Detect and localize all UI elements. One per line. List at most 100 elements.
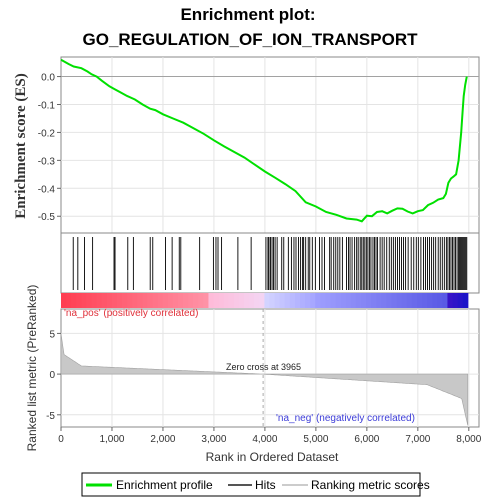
legend-metric-label: Ranking metric scores [311, 478, 430, 492]
chart-title-line2: GO_REGULATION_OF_ION_TRANSPORT [83, 30, 419, 49]
color-bar-segment [285, 293, 291, 308]
color-bar-segment [153, 293, 159, 308]
color-bar-segment [71, 293, 77, 308]
x-tick-label: 5,000 [303, 434, 328, 445]
es-y-tick-label: -0.3 [38, 156, 56, 167]
es-y-tick-label: -0.5 [38, 212, 56, 223]
color-bar-segment [341, 293, 347, 308]
color-bar-segment [432, 293, 438, 308]
color-bar-segment [259, 293, 265, 308]
zero-cross-label: Zero cross at 3965 [226, 362, 301, 372]
chart-title-line1: Enrichment plot: [180, 5, 315, 24]
color-bar-segment [290, 293, 296, 308]
color-bar-segment [310, 293, 316, 308]
color-bar-segment [117, 293, 123, 308]
neg-correlated-label: 'na_neg' (negatively correlated) [276, 413, 415, 424]
color-bar-segment [188, 293, 194, 308]
color-bar-segment [61, 293, 67, 308]
color-bar-segment [137, 293, 143, 308]
es-axis-label: Enrichment score (ES) [13, 73, 29, 219]
color-bar-segment [371, 293, 377, 308]
metric-y-tick-label: -5 [46, 411, 55, 422]
color-bar-segment [163, 293, 169, 308]
color-bar-segment [107, 293, 113, 308]
color-bar-segment [86, 293, 92, 308]
metric-y-tick-label: 0 [49, 370, 55, 381]
x-tick-label: 1,000 [99, 434, 124, 445]
color-bar-segment [76, 293, 82, 308]
legend-enrichment-label: Enrichment profile [116, 478, 213, 492]
es-y-tick-label: -0.4 [38, 184, 56, 195]
color-bar-segment [208, 293, 214, 308]
color-bar-segment [254, 293, 260, 308]
color-bar-segment [264, 293, 270, 308]
color-bar-segment [229, 293, 235, 308]
color-bar-segment [386, 293, 392, 308]
color-bar-segment [203, 293, 209, 308]
color-bar-segment [417, 293, 423, 308]
legend-hits-label: Hits [255, 478, 276, 492]
color-bar-segment [112, 293, 118, 308]
color-bar-segment [463, 293, 469, 308]
color-bar-segment [325, 293, 331, 308]
x-tick-label: 6,000 [354, 434, 379, 445]
color-bar-segment [102, 293, 108, 308]
color-bar-segment [381, 293, 387, 308]
color-bar-segment [132, 293, 138, 308]
color-bar-segment [330, 293, 336, 308]
x-tick-label: 8,000 [456, 434, 481, 445]
color-bar-segment [305, 293, 311, 308]
color-bar-segment [422, 293, 428, 308]
es-y-tick-label: -0.1 [38, 100, 56, 111]
color-bar-segment [234, 293, 240, 308]
color-bar-segment [447, 293, 453, 308]
color-bar-segment [275, 293, 281, 308]
color-bar-segment [92, 293, 98, 308]
es-y-tick-label: 0.0 [41, 73, 55, 84]
x-tick-label: 4,000 [252, 434, 277, 445]
x-tick-label: 7,000 [405, 434, 430, 445]
color-bar-segment [402, 293, 408, 308]
color-bar-segment [376, 293, 382, 308]
x-axis-ticks: 0 1,000 2,000 3,000 4,000 5,000 6,000 7,000 8,00… [58, 427, 482, 445]
color-bar-segment [437, 293, 443, 308]
color-bar-segment [224, 293, 230, 308]
color-bar-segment [142, 293, 148, 308]
color-bar-segment [361, 293, 367, 308]
x-axis-label: Rank in Ordered Dataset [206, 450, 339, 464]
color-bar-segment [407, 293, 413, 308]
color-bar-segment [239, 293, 245, 308]
ranking-color-bar [61, 293, 468, 308]
color-bar-segment [453, 293, 459, 308]
color-bar-segment [219, 293, 225, 308]
color-bar-segment [442, 293, 448, 308]
es-y-ticks: 0.0 -0.1 -0.2 -0.3 -0.4 -0.5 [38, 73, 61, 224]
color-bar-segment [249, 293, 255, 308]
color-bar-segment [356, 293, 362, 308]
es-panel [61, 57, 479, 233]
metric-y-ticks: 5 0 -5 [46, 329, 61, 421]
color-bar-segment [127, 293, 133, 308]
color-bar-segment [315, 293, 321, 308]
metric-axis-label: Ranked list metric (PreRanked) [25, 285, 39, 452]
color-bar-segment [158, 293, 164, 308]
color-bar-segment [81, 293, 87, 308]
color-bar-segment [366, 293, 372, 308]
pos-correlated-label: 'na_pos' (positively correlated) [64, 308, 198, 319]
color-bar-segment [173, 293, 179, 308]
color-bar-segment [269, 293, 275, 308]
color-bar-segment [320, 293, 326, 308]
color-bar-segment [336, 293, 342, 308]
color-bar-segment [183, 293, 189, 308]
color-bar-segment [198, 293, 204, 308]
color-bar-segment [97, 293, 103, 308]
color-bar-segment [168, 293, 174, 308]
color-bar-segment [412, 293, 418, 308]
x-tick-label: 3,000 [201, 434, 226, 445]
color-bar-segment [295, 293, 301, 308]
color-bar-segment [397, 293, 403, 308]
x-tick-label: 0 [58, 434, 64, 445]
es-y-tick-label: -0.2 [38, 128, 56, 139]
color-bar-segment [214, 293, 220, 308]
